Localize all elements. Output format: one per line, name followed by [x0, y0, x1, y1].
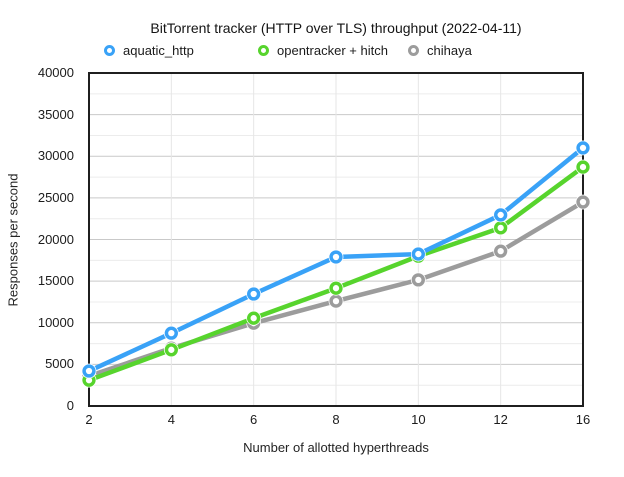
data-point-aquatic_http [494, 208, 508, 222]
chart-title: BitTorrent tracker (HTTP over TLS) throu… [150, 20, 522, 36]
legend-marker-chihaya-icon [408, 44, 419, 56]
y-tick-label: 15000 [37, 273, 74, 289]
y-tick-label: 0 [66, 398, 74, 413]
legend-label: opentracker + hitch [277, 42, 388, 58]
x-tick-label: 6 [250, 412, 258, 427]
data-point-aquatic_http [82, 364, 96, 378]
y-tick-label: 40000 [37, 65, 74, 80]
data-point-aquatic_http [576, 141, 590, 155]
data-point-chihaya [494, 244, 508, 258]
legend-label: aquatic_http [123, 42, 194, 58]
data-point-aquatic_http [247, 287, 261, 301]
x-axis-title: Number of allotted hyperthreads [243, 440, 429, 455]
data-point-opentracker + hitch [164, 343, 178, 357]
x-tick-label: 8 [332, 412, 340, 427]
data-point-chihaya [329, 294, 343, 308]
y-tick-label: 25000 [37, 189, 74, 205]
legend-item-opentracker-hitch: opentracker + hitch [258, 42, 388, 58]
y-tick-label: 35000 [37, 106, 74, 122]
legend-item-chihaya: chihaya [408, 42, 472, 58]
legend-marker-opentracker-hitch-icon [258, 44, 269, 56]
x-tick-label: 12 [493, 412, 508, 427]
x-tick-label: 16 [575, 412, 591, 427]
data-point-opentracker + hitch [494, 221, 508, 235]
legend-marker-aquatic-http-icon [104, 44, 115, 56]
data-point-chihaya [576, 195, 590, 209]
data-point-aquatic_http [329, 250, 343, 264]
x-tick-label: 2 [85, 412, 93, 427]
y-axis-title: Responses per second [5, 173, 21, 307]
legend-item-aquatic-http: aquatic_http [104, 42, 194, 58]
y-tick-label: 20000 [37, 231, 74, 247]
y-tick-label: 10000 [37, 314, 74, 330]
plot-border [88, 72, 584, 407]
data-point-opentracker + hitch [576, 160, 590, 174]
data-point-chihaya [411, 273, 425, 287]
x-tick-label: 4 [167, 412, 175, 427]
legend: aquatic_http opentracker + hitch chihaya [0, 43, 624, 59]
data-point-opentracker + hitch [329, 281, 343, 295]
data-point-opentracker + hitch [247, 311, 261, 325]
legend-label: chihaya [427, 42, 472, 58]
x-tick-label: 10 [411, 412, 426, 427]
data-point-aquatic_http [411, 247, 425, 261]
y-tick-label: 5000 [45, 356, 74, 372]
y-tick-label: 30000 [37, 148, 74, 164]
data-point-aquatic_http [164, 326, 178, 340]
